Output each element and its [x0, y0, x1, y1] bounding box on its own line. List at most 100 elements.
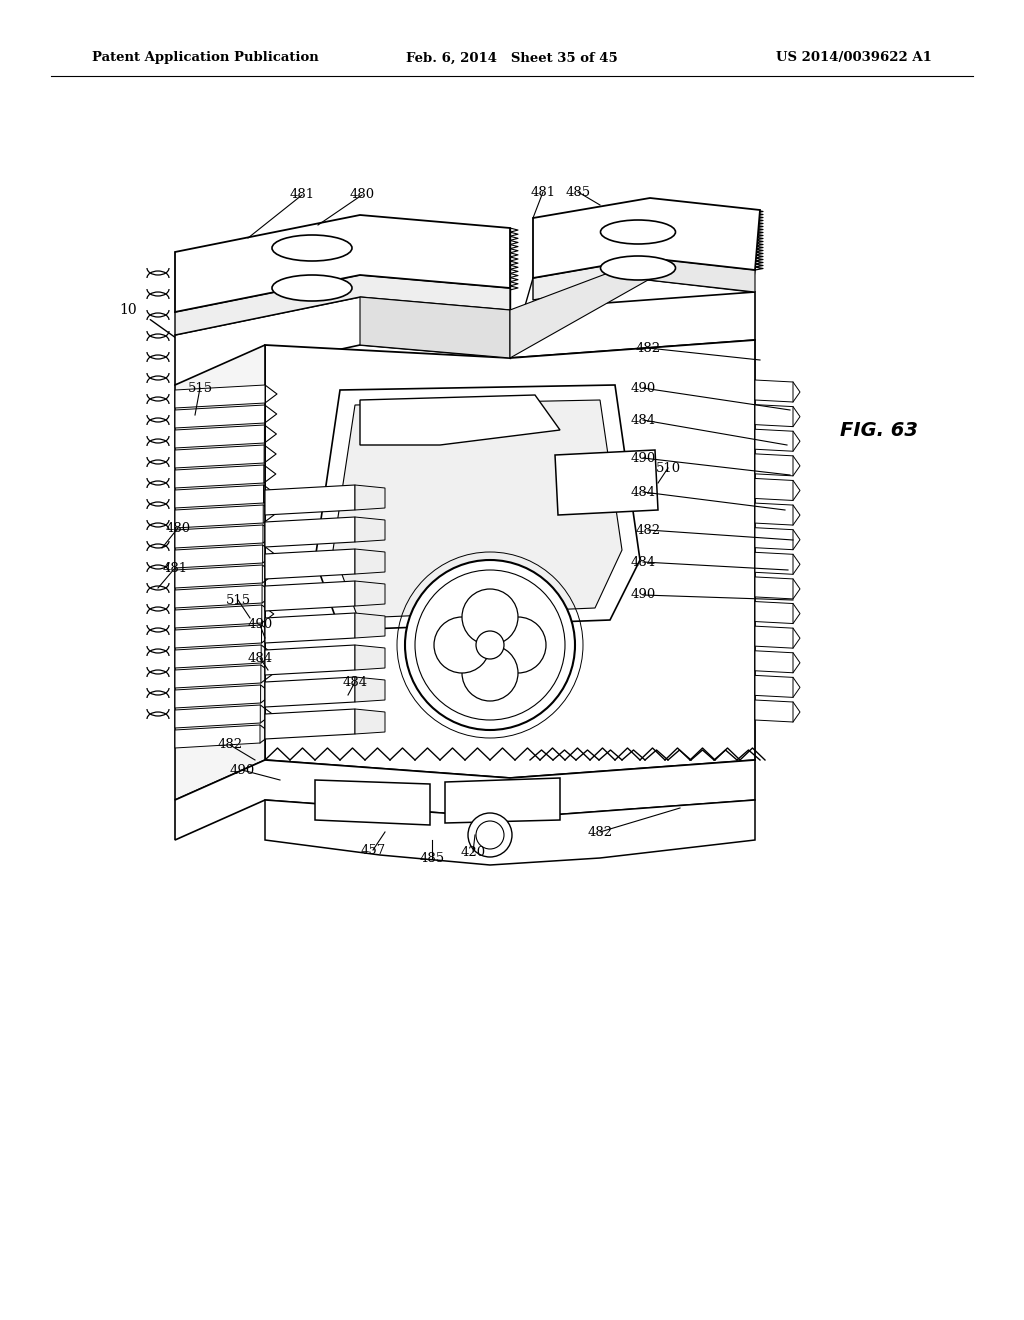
Polygon shape	[265, 800, 755, 865]
Polygon shape	[175, 585, 262, 609]
Polygon shape	[755, 602, 793, 623]
Polygon shape	[175, 345, 265, 800]
Polygon shape	[175, 645, 261, 668]
Text: 420: 420	[461, 846, 485, 858]
Polygon shape	[755, 676, 793, 697]
Text: Patent Application Publication: Patent Application Publication	[92, 51, 318, 65]
Polygon shape	[265, 645, 355, 675]
Polygon shape	[175, 665, 261, 688]
Polygon shape	[755, 478, 793, 500]
Circle shape	[434, 616, 490, 673]
Polygon shape	[755, 454, 793, 475]
Polygon shape	[360, 395, 560, 445]
Polygon shape	[534, 257, 755, 300]
Ellipse shape	[600, 220, 676, 244]
Text: 490: 490	[229, 763, 255, 776]
Text: 481: 481	[290, 189, 314, 202]
Polygon shape	[175, 385, 265, 408]
Text: 484: 484	[631, 413, 655, 426]
Circle shape	[476, 631, 504, 659]
Polygon shape	[755, 651, 793, 673]
Text: 10: 10	[119, 304, 137, 317]
Polygon shape	[175, 445, 264, 469]
Polygon shape	[175, 624, 261, 648]
Polygon shape	[175, 605, 262, 628]
Circle shape	[468, 813, 512, 857]
Text: 484: 484	[248, 652, 272, 664]
Polygon shape	[175, 484, 263, 508]
Text: US 2014/0039622 A1: US 2014/0039622 A1	[776, 51, 932, 65]
Polygon shape	[355, 517, 385, 543]
Polygon shape	[265, 677, 355, 708]
Polygon shape	[265, 549, 355, 579]
Circle shape	[415, 570, 565, 719]
Polygon shape	[315, 385, 640, 630]
Polygon shape	[265, 581, 355, 611]
Polygon shape	[755, 700, 793, 722]
Polygon shape	[755, 405, 793, 426]
Polygon shape	[265, 709, 355, 739]
Text: 485: 485	[420, 851, 444, 865]
Text: 481: 481	[163, 561, 187, 574]
Circle shape	[406, 560, 575, 730]
Polygon shape	[265, 341, 755, 777]
Text: 484: 484	[631, 486, 655, 499]
Text: 490: 490	[248, 619, 272, 631]
Text: 490: 490	[631, 451, 655, 465]
Polygon shape	[265, 517, 355, 546]
Polygon shape	[355, 677, 385, 702]
Polygon shape	[510, 257, 755, 358]
Polygon shape	[755, 380, 793, 403]
Polygon shape	[755, 503, 793, 525]
Polygon shape	[175, 725, 260, 748]
Polygon shape	[175, 565, 262, 587]
Polygon shape	[755, 552, 793, 574]
Polygon shape	[755, 577, 793, 599]
Polygon shape	[755, 626, 793, 648]
Text: 482: 482	[217, 738, 243, 751]
Polygon shape	[175, 275, 510, 335]
Text: 482: 482	[636, 524, 660, 536]
Polygon shape	[175, 705, 260, 729]
Text: 482: 482	[588, 825, 612, 838]
Circle shape	[462, 645, 518, 701]
Polygon shape	[355, 645, 385, 671]
Polygon shape	[445, 777, 560, 822]
Text: 457: 457	[360, 843, 386, 857]
Text: 490: 490	[631, 381, 655, 395]
Ellipse shape	[272, 235, 352, 261]
Polygon shape	[265, 612, 355, 643]
Text: 480: 480	[166, 521, 190, 535]
Text: 482: 482	[636, 342, 660, 355]
Circle shape	[462, 589, 518, 645]
Polygon shape	[175, 760, 755, 840]
Ellipse shape	[600, 256, 676, 280]
Polygon shape	[755, 528, 793, 549]
Polygon shape	[175, 425, 264, 447]
Circle shape	[490, 616, 546, 673]
Text: 484: 484	[342, 676, 368, 689]
Polygon shape	[265, 484, 355, 515]
Text: FIG. 63: FIG. 63	[840, 421, 918, 440]
Circle shape	[476, 821, 504, 849]
Text: 484: 484	[631, 556, 655, 569]
Polygon shape	[175, 405, 265, 428]
Polygon shape	[175, 215, 510, 312]
Text: 490: 490	[631, 589, 655, 602]
Polygon shape	[355, 709, 385, 734]
Polygon shape	[534, 198, 760, 279]
Polygon shape	[175, 545, 262, 568]
Polygon shape	[175, 292, 755, 385]
Polygon shape	[755, 429, 793, 451]
Text: 515: 515	[187, 381, 213, 395]
Polygon shape	[355, 484, 385, 510]
Polygon shape	[333, 400, 622, 618]
Polygon shape	[355, 581, 385, 606]
Text: 481: 481	[530, 186, 556, 198]
Text: 510: 510	[655, 462, 681, 474]
Text: 485: 485	[565, 186, 591, 198]
Polygon shape	[355, 549, 385, 574]
Text: 515: 515	[225, 594, 251, 606]
Polygon shape	[360, 297, 510, 358]
Polygon shape	[175, 525, 263, 548]
